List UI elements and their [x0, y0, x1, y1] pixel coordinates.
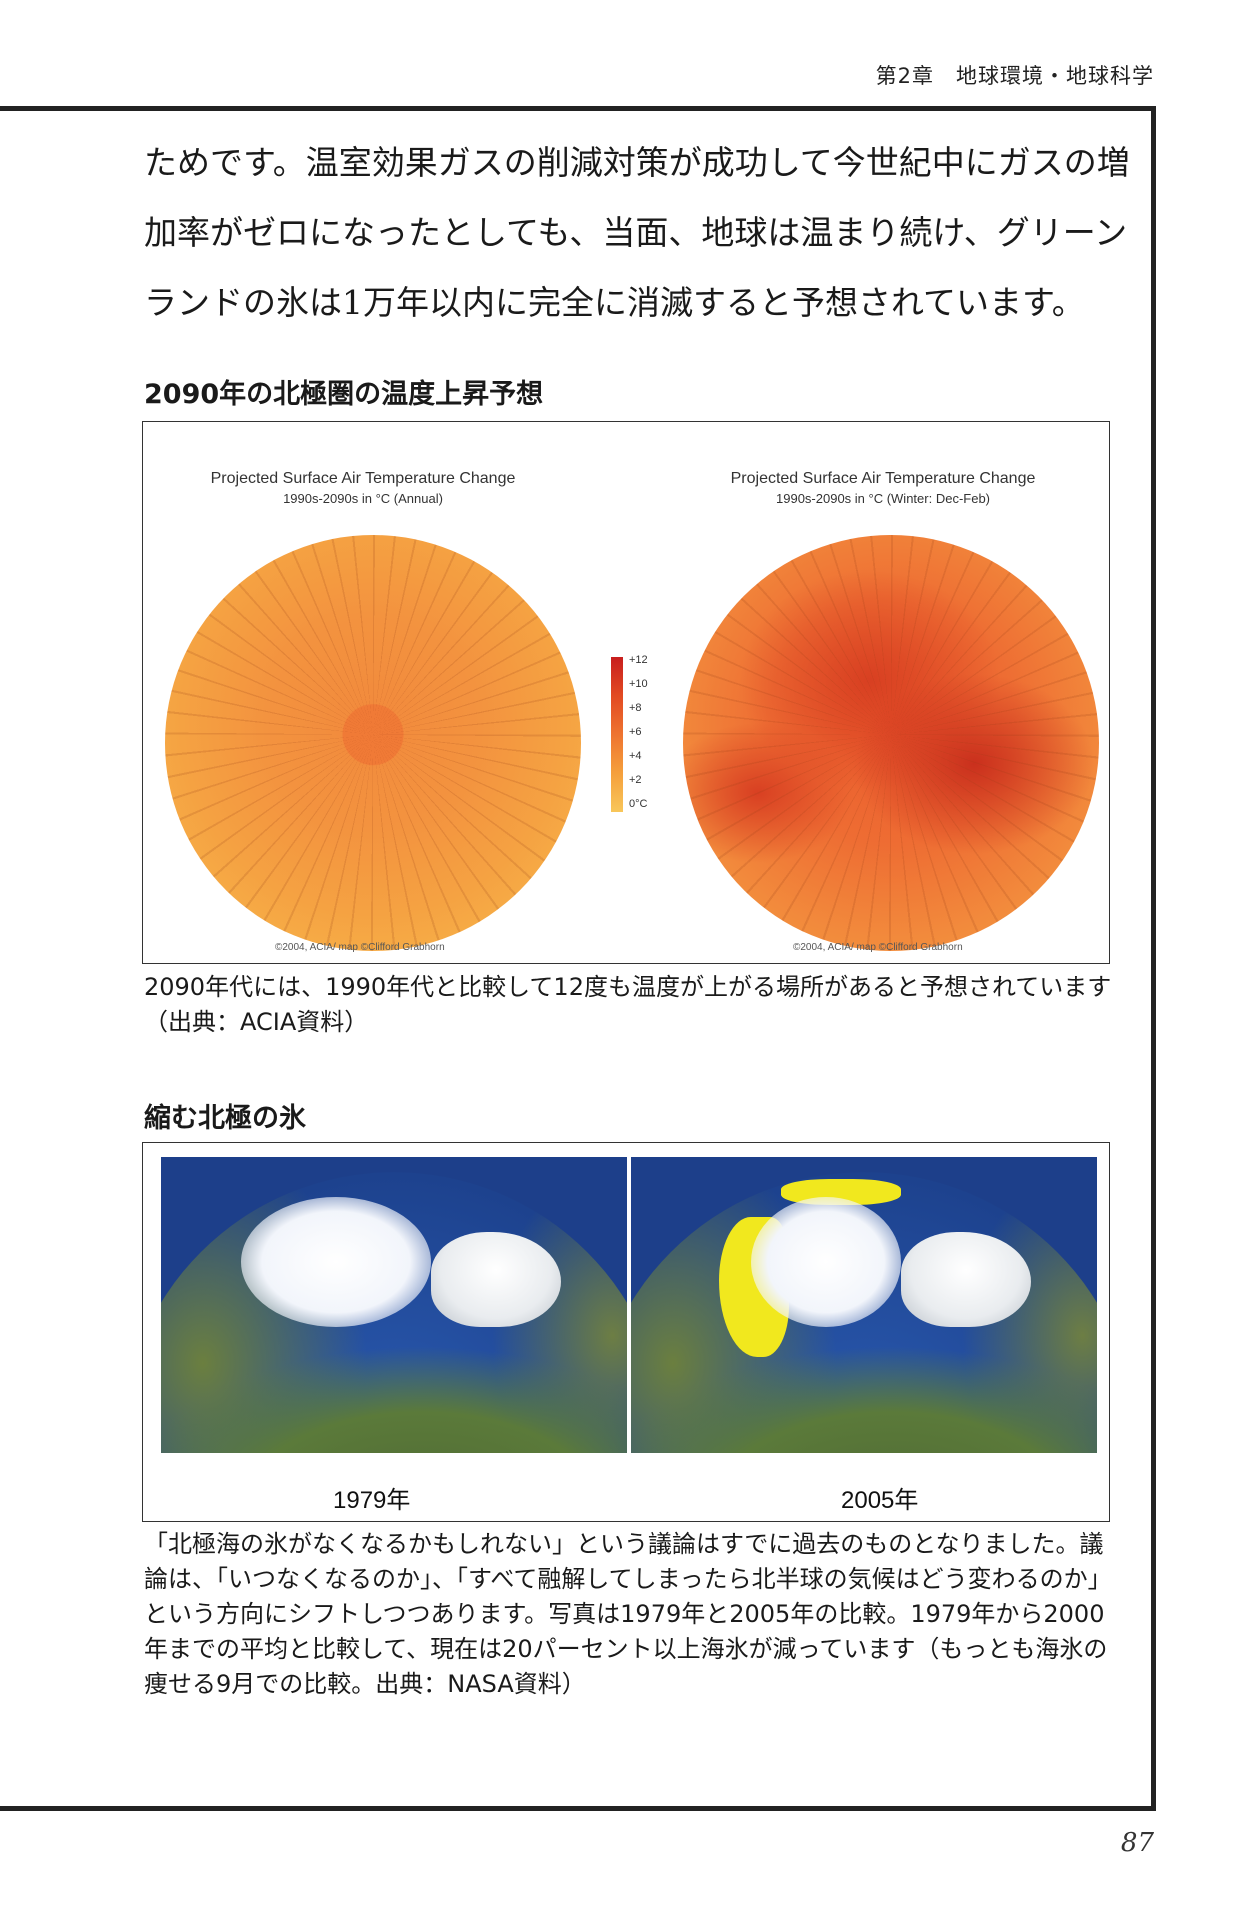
- annual-temperature-map: [165, 535, 581, 951]
- right-map-credit: ©2004, ACIA/ map ©Clifford Grabhorn: [793, 942, 963, 953]
- page-frame-top: [0, 106, 1156, 111]
- greenland-1979: [431, 1232, 561, 1327]
- page-frame-bottom: [0, 1806, 1156, 1811]
- label-1979: 1979年: [333, 1487, 411, 1514]
- scale-label-4: +4: [629, 750, 642, 762]
- right-map-title-text: Projected Surface Air Temperature Change: [730, 470, 1036, 487]
- label-2005: 2005年: [841, 1487, 919, 1514]
- winter-temperature-map: [683, 535, 1099, 951]
- left-map-subtitle: 1990s-2090s in °C (Annual): [283, 491, 443, 506]
- sea-ice-2005: [751, 1197, 901, 1327]
- left-map-title: Projected Surface Air Temperature Change…: [173, 469, 553, 509]
- greenland-2005: [901, 1232, 1031, 1327]
- sea-ice-figure: 1979年 2005年: [142, 1142, 1110, 1522]
- right-map-title: Projected Surface Air Temperature Change…: [688, 469, 1078, 509]
- figure1-title: 2090年の北極圏の温度上昇予想: [144, 379, 544, 410]
- scale-label-2: +2: [629, 774, 642, 786]
- scale-label-0: 0°C: [629, 798, 648, 810]
- sea-ice-1979: [241, 1197, 431, 1327]
- page-frame-right: [1151, 106, 1156, 1811]
- intro-paragraph: ためです。温室効果ガスの削減対策が成功して今世紀中にガスの増加率がゼロになったと…: [144, 143, 1130, 322]
- scale-label-12: +12: [629, 654, 648, 666]
- left-map-credit: ©2004, ACIA/ map ©Clifford Grabhorn: [275, 942, 445, 953]
- scale-label-8: +8: [629, 702, 642, 714]
- page-number: 87: [1120, 1828, 1154, 1858]
- sea-ice-1979-image: [161, 1157, 627, 1453]
- scale-label-10: +10: [629, 678, 648, 690]
- figure2-title: 縮む北極の氷: [144, 1103, 306, 1134]
- scale-label-6: +6: [629, 726, 642, 738]
- sea-ice-2005-image: [631, 1157, 1097, 1453]
- temperature-maps-figure: Projected Surface Air Temperature Change…: [142, 421, 1110, 964]
- figure1-caption: 2090年代には、1990年代と比較して12度も温度が上がる場所があると予想され…: [144, 973, 1112, 1036]
- temperature-color-scale: [611, 657, 623, 812]
- right-map-subtitle: 1990s-2090s in °C (Winter: Dec-Feb): [776, 491, 990, 506]
- running-head: 第2章 地球環境・地球科学: [875, 64, 1154, 88]
- left-map-title-text: Projected Surface Air Temperature Change: [210, 470, 516, 487]
- figure2-caption: 「北極海の氷がなくなるかもしれない」という議論はすでに過去のものとなりました。議…: [144, 1530, 1112, 1698]
